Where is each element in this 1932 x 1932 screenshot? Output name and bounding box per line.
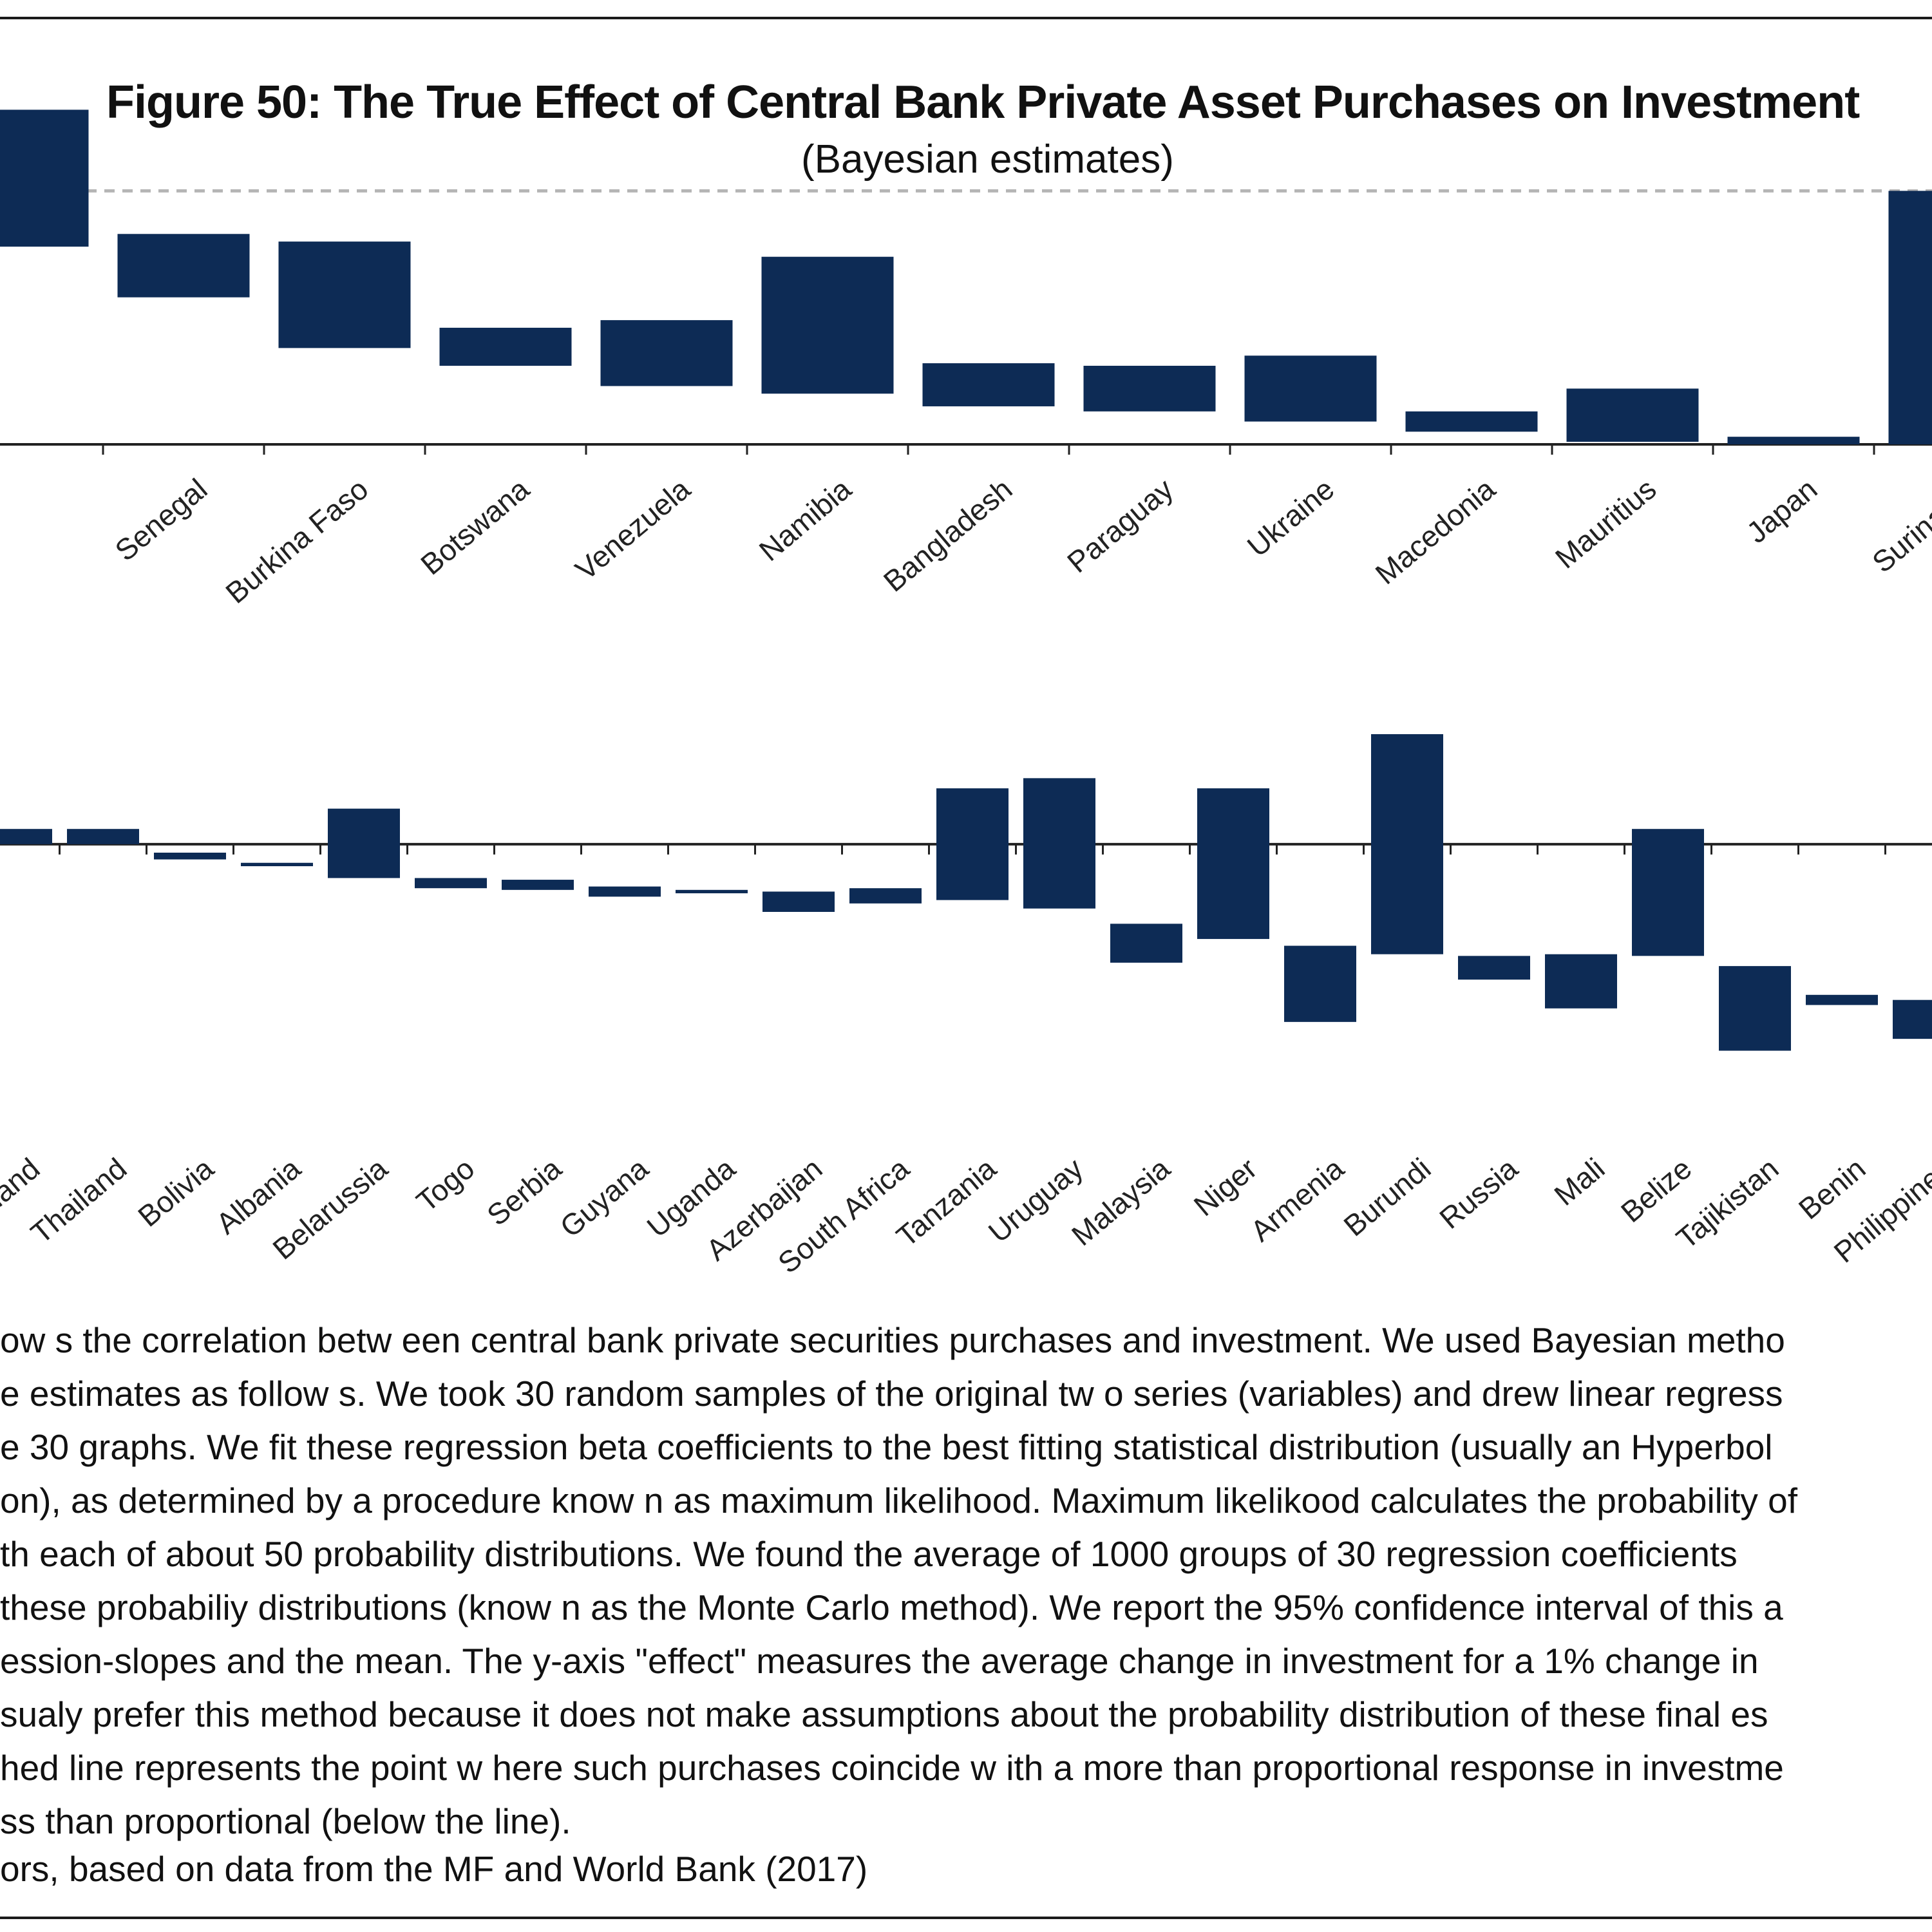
top-tick-label: Namibia [753,472,858,568]
top-tick-label: Bangladesh [877,472,1019,598]
bottom-bar [1893,999,1932,1039]
note-line: sualy prefer this method because it does… [0,1694,1768,1734]
top-panel: Senegal Burkina Faso Botswana Venezuela Nami… [0,109,1932,610]
bottom-bar [1719,966,1791,1051]
top-bar [761,256,894,394]
top-bar [0,109,89,247]
bottom-bar [328,808,400,878]
top-bar [1405,411,1538,432]
source-note: ors, based on data from the MF and World… [0,1849,868,1889]
bottom-bar [1371,734,1443,954]
note-line: ss than proportional (below the line). [0,1801,571,1841]
top-bar [922,363,1055,406]
bottom-tick-label: Togo [410,1151,481,1218]
bottom-bar [1806,994,1878,1005]
bottom-tick-label: Bolivia [131,1151,220,1233]
bottom-bar [0,829,52,844]
note-line: th each of about 50 probability distribu… [0,1534,1738,1574]
bottom-border [0,1917,1932,1919]
bottom-tick-label: Swaziland [0,1151,46,1264]
bottom-tick-label: Armenia [1244,1151,1350,1248]
bar-chart-area: Senegal Burkina Faso Botswana Venezuela Nami… [0,109,1932,1280]
bottom-bar [1197,788,1269,940]
bottom-tick-label: Benin [1792,1151,1872,1226]
bottom-bar [1023,778,1095,909]
top-tick-label: Venezuela [569,472,696,587]
top-tick-label: Mauritius [1549,472,1662,575]
note-line: on), as determined by a procedure know n… [0,1481,1798,1520]
bottom-bar [415,878,487,889]
bottom-bar [849,888,922,904]
top-bar [1888,191,1932,444]
note-line: hed line represents the point w here suc… [0,1748,1784,1788]
bottom-bar [676,889,748,894]
bottom-tick-label: Guyana [554,1151,655,1244]
bottom-tick-label: Mali [1548,1151,1611,1212]
bottom-bar [241,862,313,867]
bottom-panel: SwazilandThailandBoliviaAlbaniaBelarussi… [0,734,1932,1280]
bottom-bar [502,880,574,890]
top-bar [600,320,733,386]
top-tick-label: Macedonia [1369,472,1502,591]
top-tick-label: Japan [1740,472,1823,549]
top-tick-label: Suriname [1866,472,1932,579]
note-line: e 30 graphs. We fit these regression bet… [0,1427,1773,1467]
top-tick-label: Ukraine [1241,472,1341,564]
bottom-bar [154,853,226,860]
top-bar [1727,437,1860,444]
top-border [0,17,1932,19]
bottom-tick-label: Burundi [1338,1151,1437,1243]
note-line: ow s the correlation betw een central ba… [0,1320,1785,1360]
figure-title: Figure 50: The True Effect of Central Ba… [106,77,1860,128]
methodology-notes: ow s the correlation betw een central ba… [0,1314,1932,1848]
bottom-tick-label: Tanzania [890,1151,1003,1253]
top-bar [439,327,572,366]
bottom-bar [1458,956,1530,980]
top-tick-label: Burkina Faso [219,472,374,610]
note-line: e estimates as follow s. We took 30 rand… [0,1374,1783,1414]
bottom-bar [67,829,139,844]
figure-subtitle: (Bayesian estimates) [801,137,1174,182]
bottom-bar [1545,954,1617,1009]
bottom-bar [1632,829,1704,956]
top-tick-label: Senegal [109,472,214,567]
top-bar [278,242,411,348]
bottom-bar [1110,923,1182,963]
bottom-bar [936,788,1009,900]
bottom-tick-label: Malaysia [1065,1151,1177,1253]
bottom-bar [1284,945,1356,1022]
bottom-tick-label: Russia [1433,1151,1524,1235]
bottom-bar [589,886,661,897]
note-line: these probabiliy distributions (know n a… [0,1587,1783,1627]
top-bar [1244,355,1377,422]
note-line: ession-slopes and the mean. The y-axis "… [0,1641,1759,1681]
top-tick-label: Paraguay [1061,472,1179,579]
top-bar [1083,365,1216,412]
top-tick-label: Botswana [414,472,535,582]
bottom-tick-label: Niger [1188,1151,1264,1223]
bottom-bar [762,891,835,912]
bottom-tick-label: Thailand [24,1151,133,1250]
top-bar [117,234,250,298]
top-bar [1566,388,1699,442]
